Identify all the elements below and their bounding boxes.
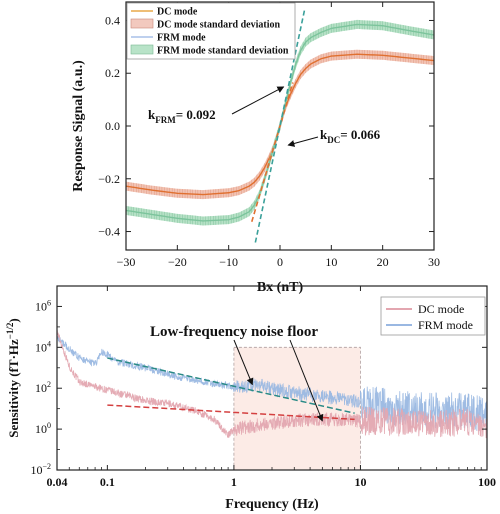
legend-frm-std-label: FRM mode standard deviation bbox=[157, 46, 289, 57]
sensitivity-ytick-label: 106 bbox=[35, 298, 51, 313]
sensitivity-xtick-label: 1 bbox=[231, 475, 237, 489]
legend-dc-band-swatch bbox=[130, 18, 154, 29]
sensitivity-xtick-label: 0.1 bbox=[100, 475, 115, 489]
noise-floor-label: Low-frequency noise floor bbox=[150, 324, 318, 340]
response-ytick-label: −0.4 bbox=[98, 225, 120, 239]
legend-dc-noise-label: DC mode bbox=[418, 302, 464, 316]
noise-floor-annotation: Low-frequency noise floor bbox=[150, 324, 324, 422]
response-legend-box bbox=[126, 2, 296, 60]
sensitivity-ytick-label: 104 bbox=[35, 339, 51, 354]
legend-frm-band-swatch bbox=[130, 44, 154, 55]
legend-dc-std-label: DC mode standard deviation bbox=[157, 20, 281, 31]
response-ytick-label: 0.0 bbox=[105, 119, 120, 133]
response-ytick-label: 0.2 bbox=[105, 66, 120, 80]
frm-trend-line bbox=[107, 357, 355, 414]
legend-frm-noise-label: FRM mode bbox=[418, 318, 473, 332]
response-ytick-label: −0.2 bbox=[98, 172, 120, 186]
response-xtick-label: −10 bbox=[219, 255, 238, 269]
kfrm-arrow bbox=[231, 86, 285, 115]
response-chart: −30 −20 −10 0 10 20 30 −0.4 −0.2 0.0 0.2 0.4 Bx (nT… bbox=[71, 1, 440, 295]
response-xtick-label: −30 bbox=[117, 255, 136, 269]
frm-mode-noise-trace bbox=[57, 335, 487, 431]
sensitivity-ytick-label: 10−2 bbox=[30, 462, 51, 477]
sensitivity-xlabel: Frequency (Hz) bbox=[225, 497, 319, 512]
response-ylabel: Response Signal (a.u.) bbox=[71, 60, 86, 192]
sensitivity-ylabel: Sensitivity (fT·Hz−1/2) bbox=[5, 318, 21, 438]
kdc-arrow bbox=[287, 136, 319, 147]
sensitivity-ytick-label: 102 bbox=[35, 380, 51, 395]
response-xtick-label: 30 bbox=[428, 255, 440, 269]
response-xtick-label: −20 bbox=[168, 255, 187, 269]
sensitivity-marks bbox=[57, 330, 487, 439]
dc-mode-noise-trace bbox=[57, 330, 487, 439]
legend-frm-label: FRM mode bbox=[157, 33, 206, 44]
legend-dc-label: DC mode bbox=[157, 7, 198, 18]
kfrm-annotation: kFRM= 0.092 bbox=[148, 86, 285, 125]
sensitivity-chart: 0.04 0.1 1 10 100 10−2 100 102 104 106 Frequency … bbox=[5, 285, 496, 512]
kdc-annotation: kDC= 0.066 bbox=[287, 127, 381, 147]
response-legend: DC mode DC mode standard deviation FRM m… bbox=[126, 2, 296, 60]
sensitivity-legend: DC mode FRM mode bbox=[380, 296, 486, 336]
sensitivity-xtick-label: 10 bbox=[354, 475, 366, 489]
response-xtick-label: 0 bbox=[277, 255, 283, 269]
sensitivity-xtick-label: 0.04 bbox=[47, 475, 68, 489]
sensitivity-ticks: 0.04 0.1 1 10 100 10−2 100 102 104 106 bbox=[30, 286, 496, 489]
response-ytick-label: 0.4 bbox=[105, 13, 120, 27]
noise-floor-arrow-2 bbox=[289, 339, 324, 422]
response-marks bbox=[126, 9, 434, 243]
noise-floor-arrow-1 bbox=[233, 339, 254, 386]
noise-floor-region bbox=[233, 346, 361, 471]
kdc-label: kDC= 0.066 bbox=[320, 127, 381, 145]
sensitivity-ytick-label: 100 bbox=[35, 421, 51, 436]
response-xlabel: Bx (nT) bbox=[257, 280, 304, 295]
kdc-fit-line bbox=[250, 82, 294, 222]
response-xtick-label: 20 bbox=[377, 255, 389, 269]
response-xtick-label: 10 bbox=[325, 255, 337, 269]
sensitivity-legend-box bbox=[380, 296, 486, 336]
sensitivity-xtick-label: 100 bbox=[478, 475, 496, 489]
kfrm-label: kFRM= 0.092 bbox=[148, 107, 216, 125]
dc-trend-line bbox=[107, 404, 355, 421]
